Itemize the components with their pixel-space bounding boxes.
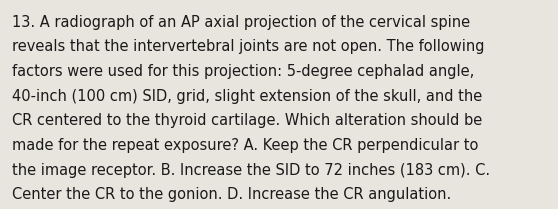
Text: 13. A radiograph of an AP axial projection of the cervical spine: 13. A radiograph of an AP axial projecti… <box>12 15 470 30</box>
Text: factors were used for this projection: 5-degree cephalad angle,: factors were used for this projection: 5… <box>12 64 474 79</box>
Text: the image receptor. B. Increase the SID to 72 inches (183 cm). C.: the image receptor. B. Increase the SID … <box>12 163 490 178</box>
Text: made for the repeat exposure? A. Keep the CR perpendicular to: made for the repeat exposure? A. Keep th… <box>12 138 479 153</box>
Text: 40-inch (100 cm) SID, grid, slight extension of the skull, and the: 40-inch (100 cm) SID, grid, slight exten… <box>12 89 483 104</box>
Text: Center the CR to the gonion. D. Increase the CR angulation.: Center the CR to the gonion. D. Increase… <box>12 187 451 202</box>
Text: reveals that the intervertebral joints are not open. The following: reveals that the intervertebral joints a… <box>12 39 485 54</box>
Text: CR centered to the thyroid cartilage. Which alteration should be: CR centered to the thyroid cartilage. Wh… <box>12 113 483 128</box>
